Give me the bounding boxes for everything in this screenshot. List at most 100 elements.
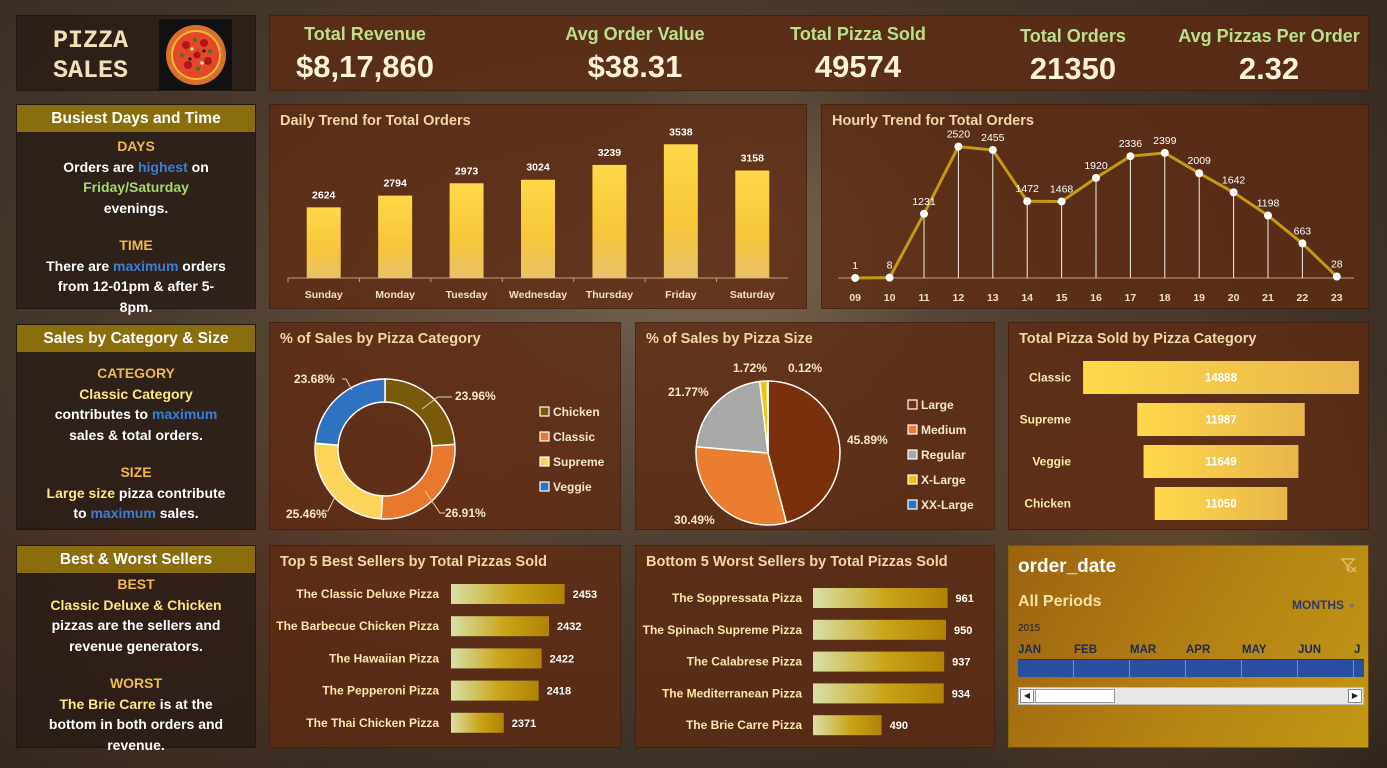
hourly-trend-chart: 1098101231112520122455131472141468151920…: [838, 129, 1354, 304]
month-label[interactable]: MAY: [1242, 644, 1267, 656]
data-point: [1195, 169, 1204, 178]
data-label: 23.96%: [455, 389, 496, 403]
chart-title: Daily Trend for Total Orders: [280, 113, 471, 129]
kpi-label: Avg Order Value: [565, 24, 705, 44]
data-label: 2794: [383, 178, 407, 190]
data-point: [1023, 197, 1032, 206]
size-pct-panel: % of Sales by Pizza Size 45.89% 30.49% 21.…: [635, 322, 995, 530]
leader-line: [342, 378, 353, 391]
chart-title: Total Pizza Sold by Pizza Category: [1019, 331, 1257, 347]
data-label: 30.49%: [674, 513, 715, 527]
bar: [451, 584, 565, 604]
timeline-bar[interactable]: [1018, 659, 1364, 677]
chart-title: Top 5 Best Sellers by Total Pizzas Sold: [280, 554, 547, 570]
kpi-label: Total Revenue: [304, 24, 426, 44]
daily-trend-chart: 2624 Sunday 2794 Monday 2973 Tuesday 3024 Wedne…: [287, 126, 788, 301]
worst-line-3: revenue.: [107, 736, 165, 753]
order-date-slicer[interactable]: order_date All Periods MONTHS ▼ 2015 JAN…: [1008, 545, 1369, 748]
category-label: CATEGORY: [97, 365, 175, 381]
legend-label: Veggie: [553, 480, 592, 494]
worst-line-1: The Brie Carre is at the: [59, 695, 213, 712]
insight-busiest-panel: Busiest Days and Time DAYS Orders are hi…: [16, 104, 256, 315]
month-label[interactable]: J: [1354, 644, 1361, 656]
legend-label: Regular: [921, 448, 966, 462]
timeline-scrollbar[interactable]: ◀ ▶: [1018, 687, 1364, 705]
data-point: [920, 209, 928, 218]
data-label: 8: [887, 260, 893, 272]
data-label: 0.12%: [788, 361, 822, 375]
data-label: 490: [890, 720, 908, 732]
month-label[interactable]: JUN: [1298, 644, 1322, 656]
best-sellers-chart: The Classic Deluxe Pizza 2453 The Barbecue…: [276, 584, 597, 733]
data-label: 14888: [1205, 373, 1238, 385]
dashboard-title: PIZZA SALES: [53, 26, 128, 86]
leader-line: [424, 490, 445, 514]
data-label: 961: [956, 593, 974, 605]
kpi-label: Total Orders: [1020, 26, 1126, 46]
leader-line: [421, 396, 452, 410]
bar: [451, 680, 539, 701]
granularity-dropdown[interactable]: MONTHS ▼: [1292, 598, 1356, 612]
bar: [1154, 487, 1288, 520]
category-label: The Spinach Supreme Pizza: [643, 623, 803, 637]
insight-category-panel: Sales by Category & Size CATEGORY Classi…: [16, 324, 256, 530]
scroll-right-icon[interactable]: ▶: [1348, 689, 1362, 703]
bar: [378, 195, 413, 278]
insight-sellers-panel: Best & Worst Sellers BEST Classic Deluxe…: [16, 545, 256, 753]
month-label[interactable]: JAN: [1018, 644, 1042, 656]
data-point: [988, 145, 997, 154]
data-label: 1920: [1084, 160, 1108, 172]
bar: [1083, 361, 1359, 394]
slice: [380, 443, 456, 520]
month-label[interactable]: FEB: [1074, 644, 1097, 656]
chart-title: Bottom 5 Worst Sellers by Total Pizzas S…: [646, 554, 948, 570]
days-line-1: Orders are highest on: [63, 158, 209, 175]
kpi-value: $38.31: [587, 49, 683, 84]
category-label: The Soppressata Pizza: [672, 591, 802, 605]
month-label[interactable]: APR: [1186, 644, 1211, 656]
tick-label: 23: [1331, 292, 1343, 304]
tick-label: Friday: [665, 289, 697, 301]
legend-label: Large: [921, 398, 954, 412]
days-label: DAYS: [117, 138, 155, 154]
slice: [695, 445, 788, 526]
worst-sellers-panel: Bottom 5 Worst Sellers by Total Pizzas S…: [635, 545, 995, 748]
data-label: 934: [952, 688, 971, 700]
data-label: 2453: [573, 589, 597, 601]
data-label: 663: [1294, 225, 1312, 237]
bar: [1143, 445, 1299, 478]
data-label: 2418: [547, 686, 571, 698]
data-label: 2520: [947, 129, 971, 141]
days-line-2: Friday/Saturday: [83, 179, 189, 195]
legend-label: XX-Large: [921, 498, 974, 512]
bar: [451, 648, 542, 669]
tick-label: 13: [987, 292, 999, 304]
month-label[interactable]: MAR: [1130, 644, 1157, 656]
scroll-left-icon[interactable]: ◀: [1020, 689, 1034, 703]
tick-label: 19: [1193, 292, 1205, 304]
size-line-2: to maximum sales.: [73, 505, 199, 521]
kpi-avg-pizzas-per-order: Avg Pizzas Per Order 2.32: [1174, 26, 1364, 87]
tick-label: 10: [884, 292, 896, 304]
tick-label: 18: [1159, 292, 1171, 304]
data-label: 2455: [981, 132, 1005, 144]
hourly-trend-panel: Hourly Trend for Total Orders 1 09 8 10 1231…: [821, 104, 1369, 309]
tick-label: Tuesday: [446, 289, 488, 301]
tick-label: 14: [1021, 292, 1033, 304]
bar: [451, 712, 504, 733]
tick-label: 11: [918, 292, 929, 304]
data-point: [1229, 188, 1238, 197]
scroll-thumb[interactable]: [1035, 689, 1115, 703]
kpi-label: Avg Pizzas Per Order: [1178, 26, 1360, 46]
data-label: 21.77%: [668, 385, 709, 399]
data-label: 2973: [455, 165, 479, 177]
legend-swatch: [539, 406, 550, 417]
data-label: 2371: [512, 718, 536, 730]
category-label: The Calabrese Pizza: [687, 655, 803, 669]
best-line-1: Classic Deluxe & Chicken: [50, 596, 222, 613]
data-label: 1231: [912, 196, 936, 208]
bar: [735, 170, 770, 278]
chart-title: Hourly Trend for Total Orders: [832, 113, 1034, 129]
clear-filter-icon[interactable]: [1340, 556, 1358, 574]
data-point: [1298, 239, 1307, 248]
